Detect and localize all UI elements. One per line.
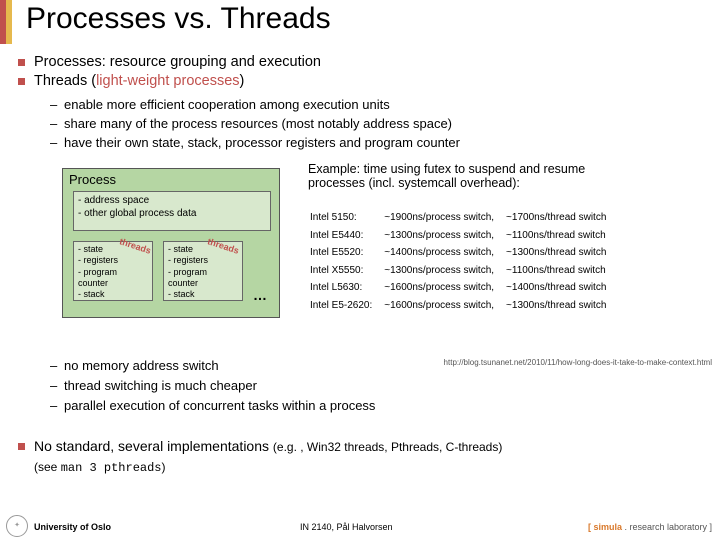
see-pre: (see	[34, 460, 61, 474]
light-weight-label: light-weight processes	[96, 73, 239, 89]
uio-crest-icon: ✦	[6, 515, 28, 537]
thread-line: - stack	[78, 289, 148, 300]
bullet-threads: Threads (light-weight processes)	[18, 73, 708, 89]
sub-item: have their own state, stack, processor r…	[50, 135, 708, 150]
sub-item: enable more efficient cooperation among …	[50, 97, 708, 112]
final-bullet: No standard, several implementations (e.…	[18, 438, 708, 454]
see-post: )	[162, 460, 166, 474]
process-label: Process	[69, 172, 116, 187]
see-man-line: (see man 3 pthreads)	[18, 458, 708, 475]
thr-cell: ~1300ns/thread switch	[506, 245, 616, 261]
proc-cell: ~1600ns/process switch,	[384, 298, 504, 314]
footer-simula: [ simula . research laboratory ]	[588, 522, 712, 532]
final-main: No standard, several implementations	[34, 438, 273, 454]
table-row: Intel L5630:~1600ns/process switch,~1400…	[310, 280, 616, 296]
bullet-text-pre: Threads (	[34, 73, 96, 89]
proc-cell: ~1400ns/process switch,	[384, 245, 504, 261]
thread-line: - registers	[168, 255, 238, 266]
example-line1: Example: time using futex to suspend and…	[308, 162, 688, 176]
cpu-benchmark-table: Intel 5150:~1900ns/process switch,~1700n…	[308, 208, 618, 315]
thread-line: - registers	[78, 255, 148, 266]
table-row: Intel E5-2620:~1600ns/process switch,~13…	[310, 298, 616, 314]
ellipsis-icon: …	[253, 287, 267, 303]
thread-line: - stack	[168, 289, 238, 300]
sub-item: no memory address switch	[50, 358, 690, 373]
global-line: - other global process data	[78, 207, 266, 220]
thread-line: - program counter	[168, 267, 238, 290]
sub-item: share many of the process resources (mos…	[50, 116, 708, 131]
final-bullet-block: No standard, several implementations (e.…	[18, 438, 708, 475]
final-paren: (e.g. , Win32 threads, Pthreads, C-threa…	[273, 440, 502, 454]
bullet-square-icon	[18, 78, 25, 85]
example-line2: processes (incl. systemcall overhead):	[308, 176, 688, 190]
lower-sub-list: no memory address switch thread switchin…	[50, 358, 690, 418]
thr-cell: ~1100ns/thread switch	[506, 263, 616, 279]
process-box: Process - address space - other global p…	[62, 168, 280, 318]
cpu-cell: Intel E5-2620:	[310, 298, 382, 314]
simula-name: simula	[593, 522, 622, 532]
slide-footer: ✦ University of Oslo IN 2140, Pål Halvor…	[0, 514, 720, 540]
example-heading: Example: time using futex to suspend and…	[308, 162, 688, 190]
proc-cell: ~1300ns/process switch,	[384, 228, 504, 244]
cpu-cell: Intel L5630:	[310, 280, 382, 296]
table-row: Intel X5550:~1300ns/process switch,~1100…	[310, 263, 616, 279]
thread-sub-list: enable more efficient cooperation among …	[50, 97, 708, 150]
diagram-zone: Process - address space - other global p…	[62, 168, 702, 352]
footer-university: University of Oslo	[34, 522, 111, 532]
table-row: Intel 5150:~1900ns/process switch,~1700n…	[310, 210, 616, 226]
thr-cell: ~1300ns/thread switch	[506, 298, 616, 314]
global-data-box: - address space - other global process d…	[73, 191, 271, 231]
cpu-cell: Intel X5550:	[310, 263, 382, 279]
proc-cell: ~1300ns/process switch,	[384, 263, 504, 279]
thread-line: - program counter	[78, 267, 148, 290]
slide-title: Processes vs. Threads	[26, 2, 331, 36]
simula-rest: . research laboratory ]	[622, 522, 712, 532]
bullet-text-post: )	[240, 73, 245, 89]
man-pthreads: man 3 pthreads	[61, 461, 162, 475]
bullet-square-icon	[18, 443, 25, 450]
global-line: - address space	[78, 194, 266, 207]
thr-cell: ~1700ns/thread switch	[506, 210, 616, 226]
main-content: Processes: resource grouping and executi…	[18, 54, 708, 154]
proc-cell: ~1600ns/process switch,	[384, 280, 504, 296]
footer-course: IN 2140, Pål Halvorsen	[300, 522, 393, 532]
thr-cell: ~1100ns/thread switch	[506, 228, 616, 244]
table-row: Intel E5440:~1300ns/process switch,~1100…	[310, 228, 616, 244]
cpu-tbody: Intel 5150:~1900ns/process switch,~1700n…	[310, 210, 616, 313]
cpu-cell: Intel E5440:	[310, 228, 382, 244]
sub-item: thread switching is much cheaper	[50, 378, 690, 393]
proc-cell: ~1900ns/process switch,	[384, 210, 504, 226]
bullet-processes: Processes: resource grouping and executi…	[18, 54, 708, 70]
bullet-text: Processes: resource grouping and executi…	[34, 54, 321, 70]
accent-bar-gold	[6, 0, 12, 44]
cpu-cell: Intel E5520:	[310, 245, 382, 261]
table-row: Intel E5520:~1400ns/process switch,~1300…	[310, 245, 616, 261]
sub-item: parallel execution of concurrent tasks w…	[50, 398, 690, 413]
cpu-cell: Intel 5150:	[310, 210, 382, 226]
bullet-square-icon	[18, 59, 25, 66]
thr-cell: ~1400ns/thread switch	[506, 280, 616, 296]
